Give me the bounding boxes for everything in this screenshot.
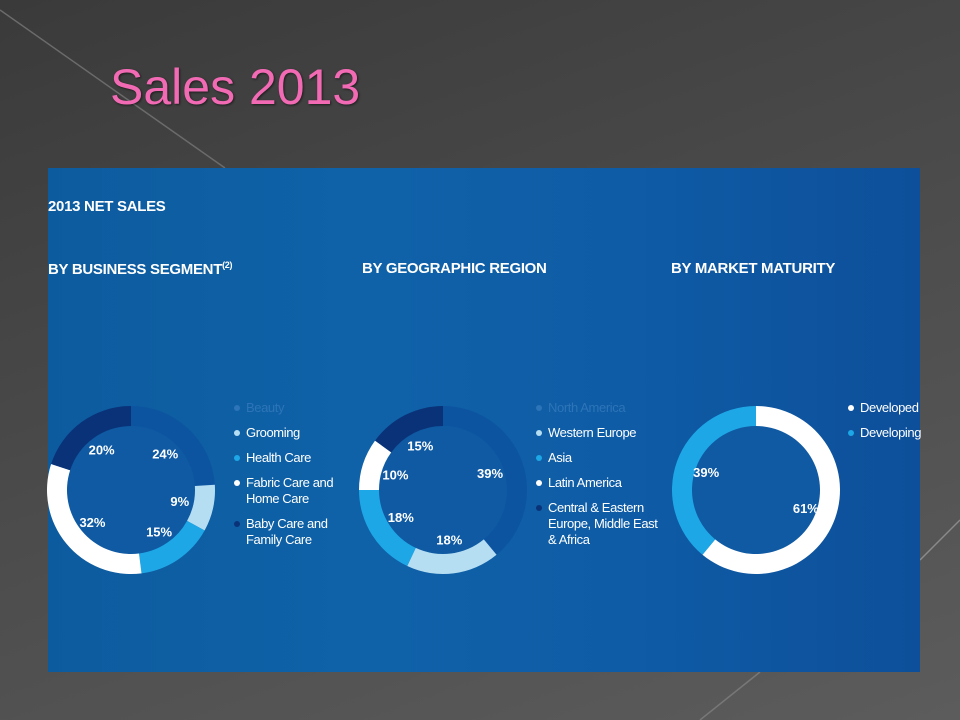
legend-label: Developed: [860, 400, 919, 415]
geographic-region-donut: 39% 18% 18% 10% 15%: [359, 406, 527, 574]
slice-label-baby-care-and-family-care: 20%: [89, 443, 115, 458]
panel-title: 2013 NET SALES: [48, 198, 166, 215]
market-maturity-donut: 61% 39%: [672, 406, 840, 574]
legend-dot: [536, 505, 542, 511]
legend-label: Health Care: [246, 450, 311, 465]
legend-label: Developing: [860, 425, 922, 440]
legend-dot: [848, 430, 854, 436]
legend-item-health-care: Health Care: [234, 450, 333, 466]
slice-central-eastern-europe-middle-east-africa: [375, 406, 443, 453]
legend-label: Central & Eastern: [548, 500, 644, 515]
legend-dot: [234, 480, 240, 486]
slice-label-beauty: 24%: [152, 447, 178, 462]
legend-label: Western Europe: [548, 425, 637, 440]
legend-label: Grooming: [246, 425, 300, 440]
legend-item-fabric-care-and: Fabric Care and Home Care: [234, 475, 334, 507]
slice-label-fabric-care-and-home-care: 32%: [79, 515, 105, 530]
donut-hole: [692, 426, 820, 554]
slice-label-health-care: 15%: [146, 524, 172, 539]
slice-developing: [672, 406, 756, 555]
legend-dot: [234, 521, 240, 527]
legend-item-developing: Developing: [848, 425, 921, 441]
legend-dot: [536, 455, 542, 461]
geographic-region-title: BY GEOGRAPHIC REGION: [362, 260, 547, 277]
slice-north-america: [443, 406, 527, 555]
slice-label-grooming: 9%: [170, 494, 189, 509]
net-sales-panel: 2013 NET SALES BY BUSINESS SEGMENT(2) 24…: [47, 168, 921, 672]
business-segment-title: BY BUSINESS SEGMENT(2): [48, 260, 233, 278]
slice-fabric-care-and-home-care: [47, 464, 142, 574]
slice-developed: [702, 406, 840, 574]
legend-label: Home Care: [246, 491, 309, 506]
legend-dot: [536, 430, 542, 436]
legend-item-developed: Developed: [848, 400, 921, 416]
legend-item-north-america: North America: [536, 400, 657, 416]
legend-label: Family Care: [246, 532, 312, 547]
slice-western-europe: [407, 539, 497, 574]
slice-grooming: [187, 484, 215, 531]
legend-label: & Africa: [548, 532, 590, 547]
legend-item-baby-care-and: Baby Care and Family Care: [234, 516, 333, 548]
legend-dot: [234, 430, 240, 436]
slice-beauty: [131, 406, 215, 486]
donut-hole: [67, 426, 195, 554]
legend-item-beauty: Beauty: [234, 400, 333, 416]
legend-item-grooming: Grooming: [234, 425, 333, 441]
slice-latin-america: [359, 440, 392, 490]
slice-label-asia: 18%: [388, 510, 414, 525]
slide-title: Sales 2013: [110, 59, 361, 115]
slice-label-developed: 61%: [793, 501, 819, 516]
legend-item-asia: Asia: [536, 450, 657, 466]
legend-dot: [848, 405, 854, 411]
legend-label: Asia: [548, 450, 572, 465]
slice-label-western-europe: 18%: [436, 533, 462, 548]
slice-label-developing: 39%: [693, 465, 719, 480]
legend-dot: [234, 405, 240, 411]
market-maturity-title: BY MARKET MATURITY: [671, 260, 836, 277]
legend-item-latin-america: Latin America: [536, 475, 657, 491]
legend-label: Latin America: [548, 475, 622, 490]
slice-baby-care-and-family-care: [51, 406, 131, 471]
legend-label: Europe, Middle East: [548, 516, 658, 531]
slice-label-north-america: 39%: [477, 466, 503, 481]
legend-dot: [536, 405, 542, 411]
business-segment-legend: Beauty Grooming Health Care Fabric Care and…: [234, 400, 334, 557]
legend-dot: [536, 480, 542, 486]
slice-label-latin-america: 10%: [382, 468, 408, 483]
legend-label: Fabric Care and: [246, 475, 334, 490]
geographic-region-legend: North America Western Europe Asia Latin Ame…: [536, 400, 658, 557]
legend-label: Beauty: [246, 400, 285, 415]
legend-item-western-europe: Western Europe: [536, 425, 657, 441]
legend-item-central-eastern: Central & Eastern Europe, Middle East & Af…: [536, 500, 658, 548]
slice-health-care: [139, 520, 205, 574]
legend-label: Baby Care and: [246, 516, 328, 531]
slice-asia: [359, 490, 416, 567]
legend-label: North America: [548, 400, 626, 415]
donut-hole: [379, 426, 507, 554]
business-segment-donut: 24% 9% 15% 32% 20%: [47, 406, 215, 574]
slice-label-central-eastern-europe-middle-east-africa: 15%: [407, 438, 433, 453]
market-maturity-legend: Developed Developing: [848, 400, 921, 450]
legend-dot: [234, 455, 240, 461]
